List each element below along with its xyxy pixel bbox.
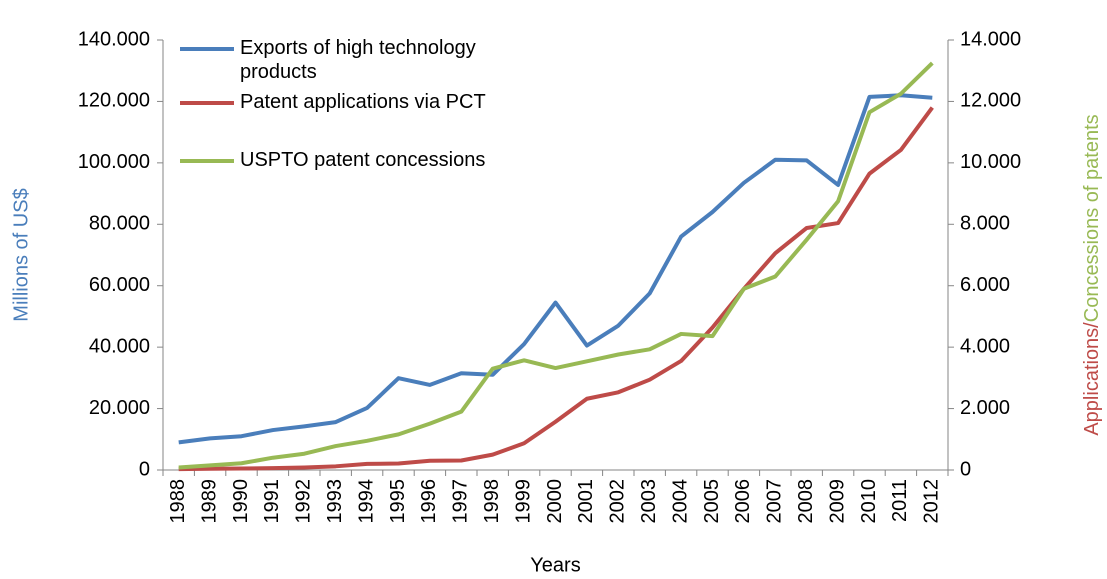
x-tick-label: 1999 bbox=[512, 479, 534, 524]
y2-axis-label-part: Applications/ bbox=[1081, 322, 1103, 436]
legend-swatch bbox=[180, 47, 234, 51]
legend-swatch bbox=[180, 101, 234, 105]
x-axis-label: Years bbox=[530, 554, 580, 576]
x-tick-label: 1990 bbox=[230, 479, 252, 524]
x-tick-label: 2012 bbox=[921, 479, 943, 524]
y-axis-label: Millions of US$ bbox=[10, 188, 32, 321]
x-tick-label: 1998 bbox=[481, 479, 503, 524]
y-tick-label: 40.000 bbox=[89, 335, 150, 357]
x-tick-label: 1994 bbox=[355, 479, 377, 524]
y-tick-label: 100.000 bbox=[78, 151, 150, 173]
y2-tick-label: 4.000 bbox=[960, 335, 1010, 357]
x-tick-label: 1991 bbox=[261, 479, 283, 524]
x-tick-label: 1988 bbox=[167, 479, 189, 524]
x-tick-label: 1992 bbox=[293, 479, 315, 524]
x-tick-label: 2006 bbox=[732, 479, 754, 524]
legend: Exports of high technology products Paten… bbox=[180, 36, 520, 172]
legend-item: Patent applications via PCT bbox=[180, 90, 520, 114]
y2-tick-label: 8.000 bbox=[960, 213, 1010, 235]
y2-tick-label: 10.000 bbox=[960, 151, 1021, 173]
x-tick-label: 1996 bbox=[418, 479, 440, 524]
x-tick-label: 2011 bbox=[889, 479, 911, 522]
x-tick-label: 1993 bbox=[324, 479, 346, 524]
x-tick-label: 2008 bbox=[795, 479, 817, 524]
y2-tick-label: 14.000 bbox=[960, 28, 1021, 50]
series-line bbox=[178, 93, 933, 445]
y-tick-label: 140.000 bbox=[78, 28, 150, 50]
x-tick-label: 2003 bbox=[638, 479, 660, 524]
y-tick-label: 0 bbox=[139, 458, 150, 480]
x-tick-label: 2009 bbox=[826, 479, 848, 524]
legend-label: Exports of high technology products bbox=[240, 37, 476, 83]
legend-label: USPTO patent concessions bbox=[240, 149, 486, 171]
y2-tick-label: 12.000 bbox=[960, 90, 1021, 112]
x-tick-label: 2001 bbox=[575, 479, 597, 524]
x-tick-label: 1997 bbox=[450, 479, 472, 524]
y2-axis-label: Applications/Concessions of patents bbox=[1081, 114, 1103, 435]
x-tick-label: 2007 bbox=[764, 479, 786, 524]
legend-label: Patent applications via PCT bbox=[240, 91, 486, 113]
legend-item: Exports of high technology products bbox=[180, 36, 520, 84]
series-line bbox=[178, 106, 934, 472]
y-tick-label: 20.000 bbox=[89, 397, 150, 419]
y2-tick-label: 6.000 bbox=[960, 274, 1010, 296]
x-tick-label: 2010 bbox=[858, 479, 880, 524]
legend-item: USPTO patent concessions bbox=[180, 148, 520, 172]
x-tick-label: 1989 bbox=[198, 479, 220, 524]
y-tick-label: 60.000 bbox=[89, 274, 150, 296]
x-tick-label: 1995 bbox=[387, 479, 409, 524]
x-tick-label: 2005 bbox=[701, 479, 723, 524]
y-tick-label: 120.000 bbox=[78, 90, 150, 112]
y2-tick-label: 2.000 bbox=[960, 397, 1010, 419]
x-tick-label: 2000 bbox=[544, 479, 566, 524]
series-line bbox=[178, 61, 934, 470]
y2-tick-label: 0 bbox=[960, 458, 971, 480]
x-tick-label: 2004 bbox=[669, 479, 691, 524]
x-tick-label: 2002 bbox=[607, 479, 629, 524]
y2-axis-label-part: Concessions of patents bbox=[1081, 114, 1103, 322]
y-tick-label: 80.000 bbox=[89, 213, 150, 235]
legend-swatch bbox=[180, 159, 234, 163]
